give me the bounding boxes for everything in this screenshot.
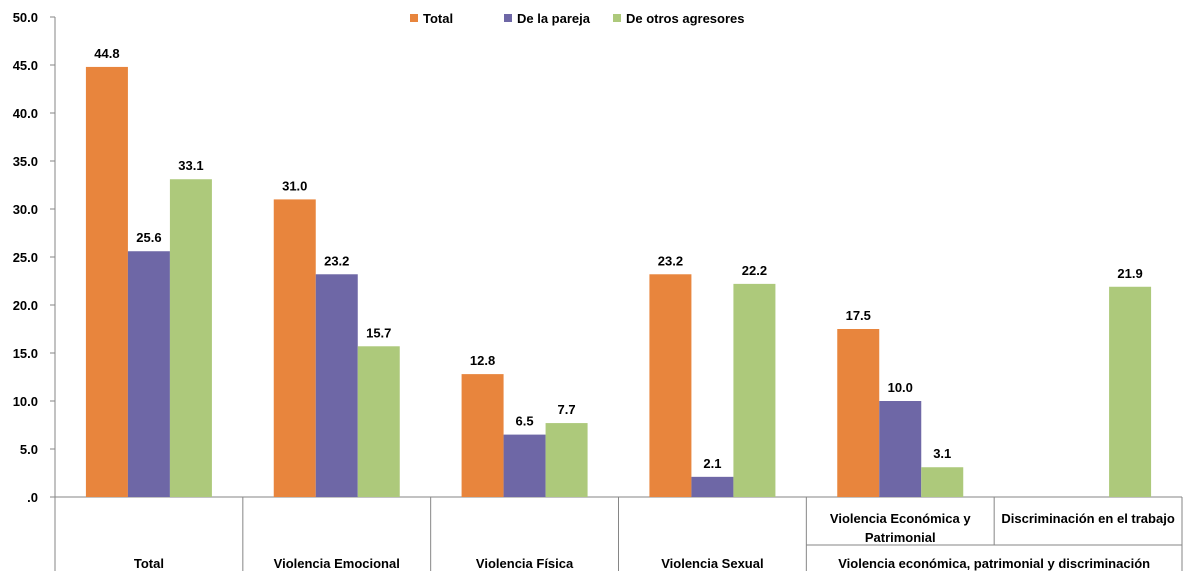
legend-swatch xyxy=(410,14,418,22)
data-label: 25.6 xyxy=(136,230,161,245)
category-label: Violencia Física xyxy=(476,556,574,571)
data-label: 17.5 xyxy=(846,308,871,323)
category-label: Discriminación en el trabajo xyxy=(1001,511,1174,526)
legend-label: De la pareja xyxy=(517,11,591,26)
bar-total xyxy=(273,199,316,497)
y-tick-label: 20.0 xyxy=(13,298,38,313)
bar-de-la-pareja xyxy=(503,434,546,497)
legend-swatch xyxy=(613,14,621,22)
data-label: 33.1 xyxy=(178,158,203,173)
y-tick-label: 30.0 xyxy=(13,202,38,217)
y-tick-label: 10.0 xyxy=(13,394,38,409)
bar-de-otros-agresores xyxy=(357,346,400,497)
bar-total xyxy=(649,274,692,497)
y-tick-label: .0 xyxy=(27,490,38,505)
data-label: 2.1 xyxy=(703,456,721,471)
group-label: Violencia económica, patrimonial y discr… xyxy=(838,556,1150,571)
data-label: 23.2 xyxy=(658,253,683,268)
data-label: 44.8 xyxy=(94,46,119,61)
legend-swatch xyxy=(504,14,512,22)
data-label: 7.7 xyxy=(558,402,576,417)
data-label: 21.9 xyxy=(1117,266,1142,281)
y-tick-label: 45.0 xyxy=(13,58,38,73)
data-label: 15.7 xyxy=(366,325,391,340)
data-label: 23.2 xyxy=(324,253,349,268)
bars xyxy=(85,66,1152,498)
legend-label: Total xyxy=(423,11,453,26)
axes xyxy=(54,17,1183,571)
y-axis-ticks: .0 5.0 10.0 15.0 20.0 25.0 30.0 35.0 40.0 45.0 50.… xyxy=(13,10,55,505)
data-labels: 44.8 25.6 33.1 31.0 23.2 15.7 12.8 6.5 7.7 23.2 2.… xyxy=(94,46,1142,471)
y-tick-label: 15.0 xyxy=(13,346,38,361)
data-label: 22.2 xyxy=(742,263,767,278)
bar-de-la-pareja xyxy=(691,476,734,497)
bar-total xyxy=(85,66,128,498)
data-label: 10.0 xyxy=(888,380,913,395)
y-tick-label: 5.0 xyxy=(20,442,38,457)
category-label: Violencia Emocional xyxy=(274,556,400,571)
bar-de-la-pareja xyxy=(315,274,358,497)
data-label: 31.0 xyxy=(282,178,307,193)
bar-de-otros-agresores xyxy=(545,423,588,497)
category-label: Violencia Sexual xyxy=(661,556,763,571)
bar-de-otros-agresores xyxy=(1109,286,1152,497)
category-label: Total xyxy=(134,556,164,571)
y-tick-label: 50.0 xyxy=(13,10,38,25)
bar-de-la-pareja xyxy=(879,401,922,497)
legend: Total De la pareja De otros agresores xyxy=(410,11,745,26)
legend-label: De otros agresores xyxy=(626,11,745,26)
data-label: 6.5 xyxy=(516,414,534,429)
y-tick-label: 35.0 xyxy=(13,154,38,169)
bar-total xyxy=(837,329,880,497)
y-tick-label: 25.0 xyxy=(13,250,38,265)
bar-de-otros-agresores xyxy=(921,467,964,497)
bar-de-otros-agresores xyxy=(733,283,776,497)
category-label: Patrimonial xyxy=(865,530,936,545)
category-labels: Violencia económica, patrimonial y discr… xyxy=(134,511,1175,571)
bar-total xyxy=(461,374,504,497)
data-label: 12.8 xyxy=(470,353,495,368)
data-label: 3.1 xyxy=(933,446,951,461)
bar-de-la-pareja xyxy=(127,251,170,497)
bar-de-otros-agresores xyxy=(169,179,212,498)
y-tick-label: 40.0 xyxy=(13,106,38,121)
category-label: Violencia Económica y xyxy=(830,511,971,526)
